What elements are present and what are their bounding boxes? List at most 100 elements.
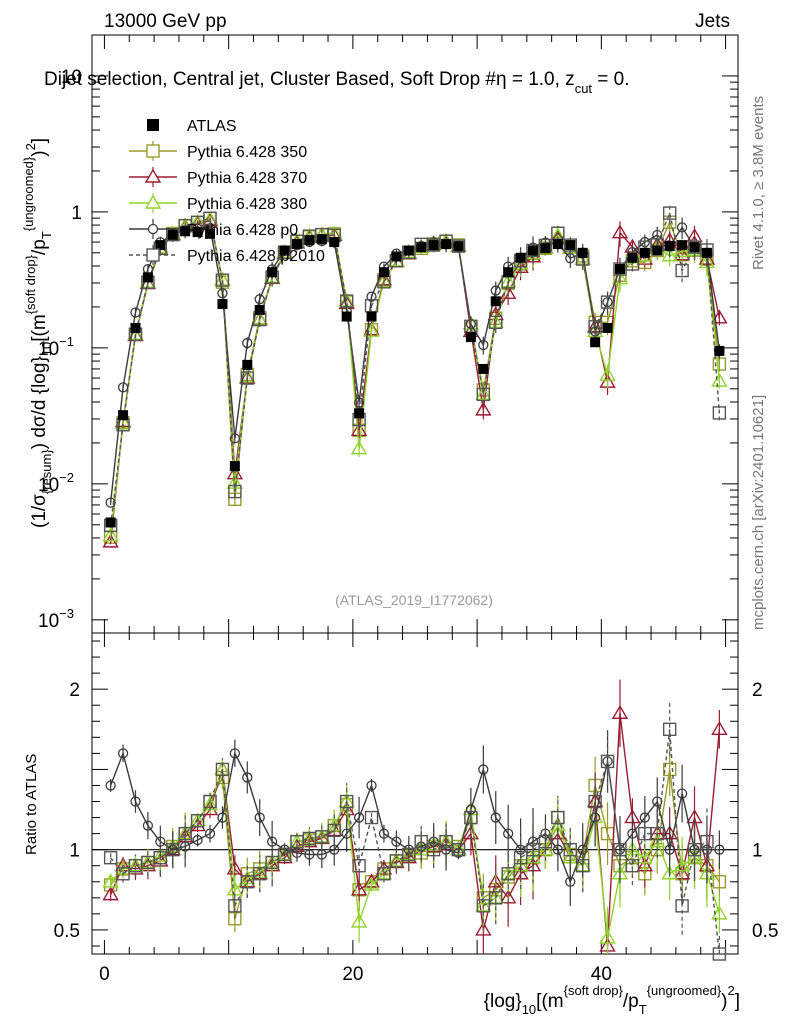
ratio-point — [215, 762, 230, 777]
upper-point — [475, 401, 492, 416]
ratio-point — [711, 720, 728, 735]
upper-point — [339, 294, 354, 308]
upper-point — [711, 309, 728, 324]
atlas-data-point — [614, 264, 625, 275]
ratio-series-4 — [103, 702, 727, 961]
ratio-point — [117, 748, 129, 759]
upper-point — [350, 440, 368, 455]
atlas-data-point — [205, 228, 216, 239]
ratio-point — [565, 876, 576, 887]
ratio-point — [700, 834, 714, 849]
ratio-point — [599, 929, 616, 944]
ratio-point — [650, 826, 664, 841]
upper-point — [611, 224, 629, 239]
ratio-point — [102, 886, 119, 901]
atlas-data-point — [416, 242, 427, 253]
atlas-data-points — [105, 226, 725, 528]
ratio-point — [673, 857, 691, 872]
atlas-data-point — [602, 323, 613, 334]
atlas-data-point — [304, 235, 315, 246]
ratio-point — [153, 851, 168, 865]
atlas-data-point — [130, 323, 141, 334]
upper-point — [203, 211, 217, 226]
ratio-point — [142, 820, 154, 831]
ratio-point — [391, 836, 402, 847]
ratio-point — [102, 873, 119, 888]
upper-y-tick-label: 10−3 — [38, 606, 74, 632]
upper-point — [499, 273, 517, 288]
legend-item-4: Pythia 6.428 p0 — [129, 219, 298, 239]
ratio-point — [611, 704, 629, 719]
atlas-data-point — [664, 241, 675, 252]
upper-point — [117, 382, 129, 393]
ratio-point — [378, 828, 390, 839]
atlas-data-point — [155, 240, 166, 251]
upper-series-line — [109, 219, 721, 542]
upper-y-tick-label: 10 — [61, 67, 82, 88]
legend-label: Pythia 6.428 p0 — [187, 222, 298, 239]
ratio-point — [116, 867, 130, 881]
atlas-data-point — [453, 241, 464, 252]
mcplots-label: mcplots.cern.ch [arXiv:2401.10621] — [750, 395, 767, 630]
ratio-point — [253, 867, 267, 881]
legend-label: Pythia 6.428 350 — [187, 144, 307, 161]
x-tick-label: 20 — [342, 964, 363, 985]
upper-point — [105, 497, 116, 508]
ratio-point — [503, 828, 514, 839]
atlas-data-point — [279, 245, 290, 256]
ratio-point — [364, 810, 379, 825]
atlas-data-point — [366, 311, 377, 322]
atlas-data-point — [167, 229, 178, 240]
atlas-data-point — [677, 240, 688, 251]
ratio-point — [475, 921, 492, 936]
atlas-data-point — [428, 240, 439, 251]
ratio-y-tick-label: 1 — [69, 841, 80, 862]
ratio-point — [552, 844, 564, 855]
ratio-point — [229, 748, 241, 759]
ratio-plot-frame — [91, 632, 739, 955]
atlas-data-point — [714, 345, 725, 356]
atlas-data-point — [242, 359, 253, 370]
legend-marker — [144, 168, 162, 183]
legend-label: Pythia 6.428 380 — [187, 196, 307, 213]
upper-point — [675, 263, 689, 278]
ratio-point — [576, 859, 590, 873]
legend-label: Pythia 6.428 370 — [187, 170, 307, 187]
ratio-point — [600, 754, 615, 769]
upper-point — [574, 250, 591, 265]
ratio-point — [352, 859, 366, 873]
atlas-data-point — [515, 252, 526, 263]
ratio-point — [265, 855, 279, 870]
ratio-series — [102, 679, 728, 961]
x-tick-label: 40 — [591, 964, 612, 985]
ratio-series-line — [109, 713, 721, 947]
upper-point — [588, 320, 602, 334]
analysis-watermark: (ATLAS_2019_I1772062) — [335, 592, 493, 608]
atlas-data-point — [701, 247, 712, 258]
ratio-point — [240, 875, 254, 889]
ratio-point — [130, 796, 141, 807]
ratio-axes: 0 20 40 0.5 0.5 1 1 2 2 — [54, 633, 778, 985]
upper-point — [130, 307, 141, 318]
upper-point — [662, 206, 677, 220]
legend-marker — [147, 119, 159, 131]
ratio-point — [636, 849, 654, 864]
atlas-data-point — [565, 240, 576, 251]
ratio-point — [190, 814, 205, 828]
ratio-point — [304, 849, 315, 860]
upper-axes: 10−3 10−2 10−1 1 10 — [38, 34, 738, 633]
ratio-point — [538, 834, 553, 849]
upper-point — [240, 371, 254, 385]
atlas-data-point — [639, 247, 650, 258]
atlas-data-point — [217, 299, 228, 310]
ratio-point — [714, 844, 725, 855]
ratio-point — [402, 847, 416, 862]
ratio-point — [192, 834, 203, 846]
ratio-point — [341, 828, 352, 839]
legend-label: ATLAS — [187, 118, 237, 135]
upper-point — [563, 238, 577, 252]
ratio-point — [501, 867, 515, 881]
ratio-point — [350, 913, 368, 928]
ratio-point — [588, 794, 602, 809]
atlas-data-point — [627, 252, 638, 263]
